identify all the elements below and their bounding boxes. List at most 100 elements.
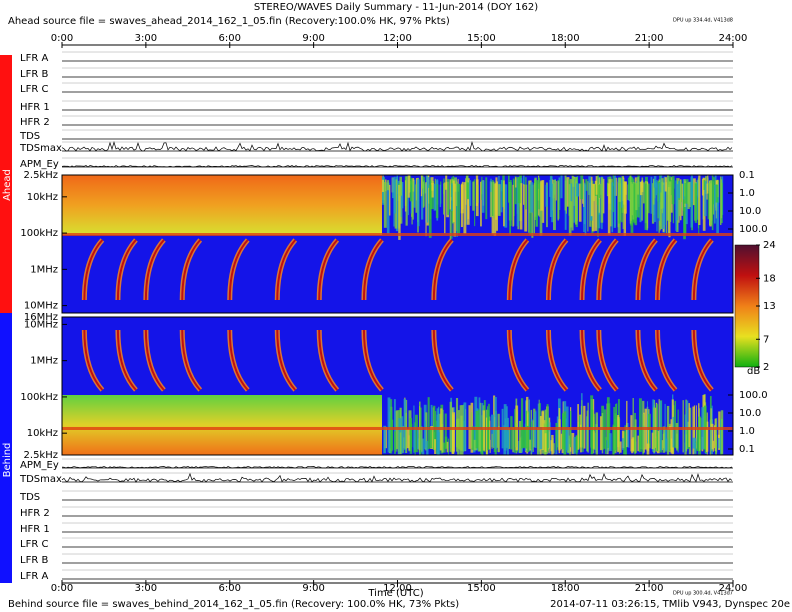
speckle [573,437,576,454]
speckle [705,428,708,452]
speckle [500,179,503,213]
speckle [422,438,425,455]
speckle [688,181,692,208]
speckle [451,183,453,211]
speckle [505,406,508,448]
speckle [562,413,565,450]
speckle [611,182,614,233]
time-tick-label: 15:00 [467,583,496,594]
speckle [449,401,452,452]
burst [228,329,249,391]
speckle [592,431,595,449]
speckle [539,427,543,450]
speckle [439,184,442,208]
speckle [518,420,522,454]
speckle [455,180,458,207]
colorbar-tick-label: 24 [763,240,776,251]
speckle [446,441,449,453]
burst [508,329,529,391]
burst [692,329,713,391]
right-tick-label: 10.0 [739,206,761,217]
burst [656,239,677,301]
speckle [574,177,578,225]
burst [83,239,104,301]
time-tick-label: 9:00 [302,583,324,594]
speckle [634,419,637,454]
burst [116,329,137,391]
speckle [551,434,554,455]
speckle [549,179,552,197]
speckle [549,422,551,454]
speckle [392,177,395,199]
speckle [471,412,473,449]
line-band [62,233,733,236]
speckle [435,184,439,219]
speckle [582,428,584,453]
speckle [530,421,532,450]
speckle [671,176,675,205]
speckle [552,179,556,231]
speckle [444,413,447,450]
speckle [444,182,446,234]
speckle [714,184,716,224]
speckle [548,431,550,454]
speckle [514,176,517,205]
speckle [591,183,595,232]
burst [362,329,383,391]
speckle [701,178,705,196]
speckle [550,179,553,192]
speckle [580,175,584,200]
speckle [506,417,509,455]
speckle [522,426,525,449]
speckle [685,179,689,204]
speckle [405,412,407,450]
speckle [438,406,440,455]
speckle [639,181,642,223]
panel-label: HFR 1 [20,524,50,535]
colorbar-tick-label: 18 [763,273,776,284]
colorbar-label: dB [747,366,760,377]
speckle [393,176,396,214]
speckle [421,426,423,452]
speckle [490,178,492,192]
speckle [662,426,666,453]
y-tick-label: 2.5kHz [24,170,58,181]
speckle [482,410,486,451]
speckle [481,176,483,200]
speckle [683,184,686,240]
behind-source: Behind source file = swaves_behind_2014_… [8,599,459,610]
y-tick-label: 1MHz [30,356,58,367]
speckle [512,184,514,227]
burst [276,329,297,391]
time-tick-label: 6:00 [219,583,241,594]
speckle [386,182,390,234]
speckle [702,177,706,231]
time-tick-label: 0:00 [51,583,73,594]
burst [144,239,165,301]
burst [181,239,201,301]
line-band [62,427,733,430]
speckle [694,183,698,223]
panel-label: LFR A [20,53,48,64]
time-tick-label: 12:00 [383,33,412,44]
speckle [668,429,671,451]
speckle [522,184,525,205]
speckle [475,179,479,217]
speckle [644,183,647,230]
speckle [493,395,496,448]
speckle [606,397,610,449]
speckle [576,183,580,197]
speckle [650,176,653,214]
speckle [638,426,641,453]
speckle [473,439,477,451]
speckle [632,398,634,452]
speckle [618,178,622,202]
time-tick-label: 24:00 [719,33,748,44]
burst [636,239,657,301]
speckle [642,182,645,204]
speckle [566,177,570,207]
speckle [637,175,640,218]
speckle [666,405,670,455]
speckle [427,177,430,188]
speckle [711,175,714,231]
